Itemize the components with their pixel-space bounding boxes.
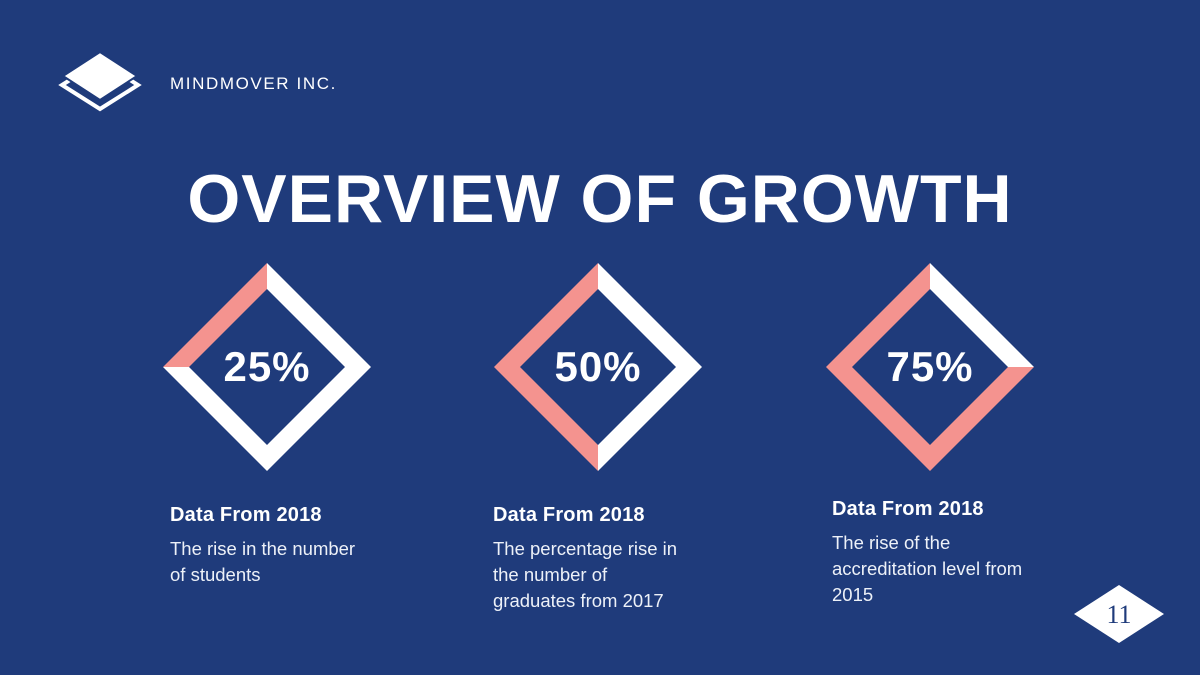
stat-text-block: Data From 2018 The rise of the accredita… [825,498,1085,608]
page-number-badge: 11 [1074,585,1164,643]
company-name: MINDMOVER INC. [170,74,337,93]
diamond-progress-icon [494,263,702,471]
stat-description: The percentage rise in the number of gra… [493,538,678,611]
stat-card-75: 75% Data From 2018 The rise of the accre… [825,262,1085,608]
stat-card-50: 50% Data From 2018 The percentage rise i… [493,262,753,614]
stat-text-block: Data From 2018 The percentage rise in th… [493,504,753,614]
stat-value: 75% [886,343,974,390]
stat-value: 50% [554,343,642,390]
stat-description: The rise in the number of students [170,538,356,585]
stat-heading: Data From 2018 [493,504,645,526]
stacked-layers-logo-icon [58,50,142,112]
stat-heading: Data From 2018 [170,504,322,526]
stat-card-25: 25% Data From 2018 The rise in the numbe… [162,262,422,588]
diamond-progress-icon [163,263,371,471]
progress-diamond-25: 25% [162,262,372,472]
slide-title: OVERVIEW OF GROWTH [187,161,1013,237]
stat-text-block: Data From 2018 The rise in the number of… [162,504,422,588]
slide-header: MINDMOVER INC. [58,50,337,112]
progress-diamond-50: 50% [493,262,703,472]
page-number: 11 [1106,600,1132,629]
stat-heading: Data From 2018 [832,498,984,520]
progress-diamond-75: 75% [825,262,1035,472]
stat-value: 25% [223,343,311,390]
stat-description: The rise of the accreditation level from… [832,532,1023,605]
diamond-progress-icon [826,263,1034,471]
page-diamond-icon [1074,585,1164,643]
